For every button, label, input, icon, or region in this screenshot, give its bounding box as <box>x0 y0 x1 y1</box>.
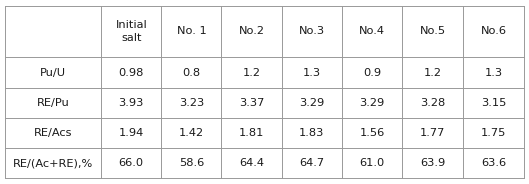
Text: 1.56: 1.56 <box>359 128 385 138</box>
Text: 1.42: 1.42 <box>179 128 204 138</box>
Text: 1.81: 1.81 <box>239 128 264 138</box>
Text: 1.2: 1.2 <box>424 68 442 77</box>
Text: RE/Pu: RE/Pu <box>37 98 70 108</box>
Text: 1.3: 1.3 <box>485 68 503 77</box>
Text: No.2: No.2 <box>239 26 264 36</box>
Text: 3.23: 3.23 <box>179 98 204 108</box>
Text: 3.93: 3.93 <box>118 98 144 108</box>
Text: 61.0: 61.0 <box>359 158 385 168</box>
Text: Pu/U: Pu/U <box>40 68 66 77</box>
Text: 1.77: 1.77 <box>420 128 445 138</box>
Text: 1.83: 1.83 <box>299 128 324 138</box>
Text: 63.6: 63.6 <box>481 158 506 168</box>
Text: No.6: No.6 <box>480 26 506 36</box>
Text: No.4: No.4 <box>359 26 385 36</box>
Text: 0.9: 0.9 <box>363 68 381 77</box>
Text: 63.9: 63.9 <box>420 158 445 168</box>
Text: No. 1: No. 1 <box>177 26 206 36</box>
Text: RE/Acs: RE/Acs <box>34 128 72 138</box>
Text: 64.7: 64.7 <box>299 158 324 168</box>
Text: 1.2: 1.2 <box>242 68 261 77</box>
Text: No.5: No.5 <box>419 26 446 36</box>
Text: RE/(Ac+RE),%: RE/(Ac+RE),% <box>13 158 94 168</box>
Text: No.3: No.3 <box>298 26 325 36</box>
Text: 1.75: 1.75 <box>481 128 506 138</box>
Text: 64.4: 64.4 <box>239 158 264 168</box>
Text: 3.29: 3.29 <box>359 98 385 108</box>
Text: 3.28: 3.28 <box>420 98 445 108</box>
Text: 0.8: 0.8 <box>183 68 200 77</box>
Text: Initial
salt: Initial salt <box>115 20 147 43</box>
Text: 3.37: 3.37 <box>239 98 264 108</box>
Text: 58.6: 58.6 <box>179 158 204 168</box>
Text: 0.98: 0.98 <box>118 68 144 77</box>
Text: 1.3: 1.3 <box>303 68 321 77</box>
Text: 1.94: 1.94 <box>118 128 144 138</box>
Text: 3.15: 3.15 <box>481 98 506 108</box>
Text: 3.29: 3.29 <box>299 98 324 108</box>
Text: 66.0: 66.0 <box>118 158 144 168</box>
